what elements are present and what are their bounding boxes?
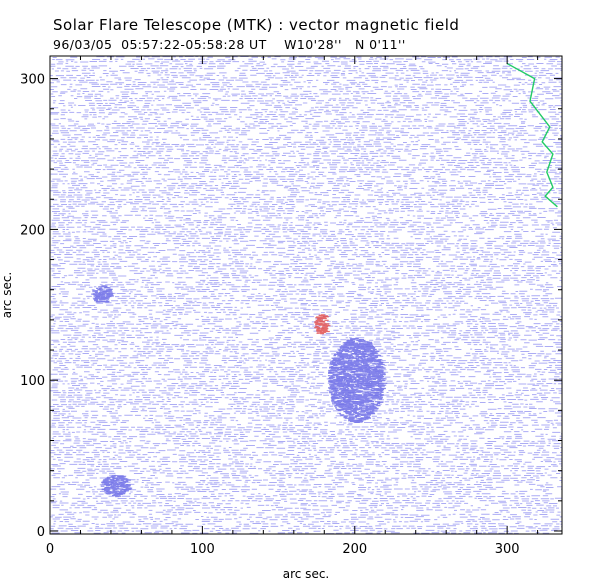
observation-time: 05:57:22-05:58:28 UT	[121, 37, 267, 52]
strong-field-region-0	[327, 338, 388, 423]
field-concentrations	[91, 285, 388, 497]
strong-field-region-2	[100, 475, 133, 497]
chart-title: Solar Flare Telescope (MTK) : vector mag…	[53, 16, 460, 34]
x-tick-label: 300	[495, 542, 520, 557]
x-tick-label: 100	[190, 542, 215, 557]
position-longitude: W10'28''	[284, 37, 342, 52]
strong-field-region-1	[91, 285, 114, 303]
limb-contour	[506, 62, 558, 208]
x-tick-label: 0	[46, 542, 54, 557]
y-tick-label: 300	[20, 73, 45, 88]
positive-polarity-region-0	[314, 314, 331, 335]
x-axis-label: arc sec.	[283, 567, 329, 581]
position-latitude: N 0'11''	[354, 37, 406, 52]
x-tick-label: 200	[342, 542, 367, 557]
y-axis-label: arc sec.	[0, 272, 14, 318]
plot-frame	[49, 55, 563, 535]
y-tick-label: 200	[20, 223, 45, 238]
limb-contour-line	[506, 62, 558, 208]
chart-subtitle: 96/03/05 05:57:22-05:58:28 UT W10'28'' N…	[53, 37, 406, 52]
y-tick-label: 100	[20, 374, 45, 389]
observation-date: 96/03/05	[53, 37, 113, 52]
axes: 0 100 200 300 0 100 200 300	[20, 56, 562, 557]
y-tick-label: 0	[37, 525, 45, 540]
